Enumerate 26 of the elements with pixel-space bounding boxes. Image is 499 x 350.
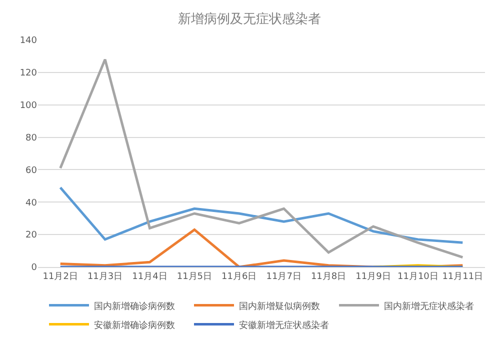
y-tick-label: 80 (26, 133, 38, 144)
x-tick-label: 11月9日 (356, 272, 391, 282)
y-tick-label: 60 (26, 166, 38, 176)
legend-label: 国内新增无症状感染者 (384, 300, 474, 312)
x-tick-label: 11月10日 (397, 272, 438, 282)
x-tick-label: 11月6日 (222, 272, 257, 282)
x-tick-label: 11月4日 (132, 272, 168, 282)
x-tick-label: 11月5日 (176, 272, 212, 282)
chart-title: 新增病例及无症状感染者 (178, 12, 321, 28)
legend-label: 安徽新增确诊病例数 (94, 320, 175, 331)
legend-label: 安徽新增无症状感染者 (239, 320, 329, 331)
line-series (59, 186, 464, 244)
y-tick-label: 20 (26, 230, 38, 241)
x-tick-label: 11月7日 (266, 272, 302, 282)
y-tick-label: 120 (20, 68, 38, 79)
y-tick-label: 140 (20, 36, 38, 46)
legend-label: 国内新增确诊病例数 (94, 300, 175, 312)
x-tick-label: 11月3日 (87, 272, 123, 282)
x-tick-label: 11月2日 (42, 272, 78, 282)
x-tick-label: 11月8日 (310, 272, 346, 282)
x-tick-label: 11月11日 (442, 272, 484, 282)
legend-label: 国内新增疑似病例数 (239, 300, 320, 312)
line-series (59, 58, 464, 259)
y-tick-label: 0 (31, 263, 38, 274)
y-tick-label: 100 (20, 101, 38, 112)
y-tick-label: 40 (26, 198, 38, 208)
